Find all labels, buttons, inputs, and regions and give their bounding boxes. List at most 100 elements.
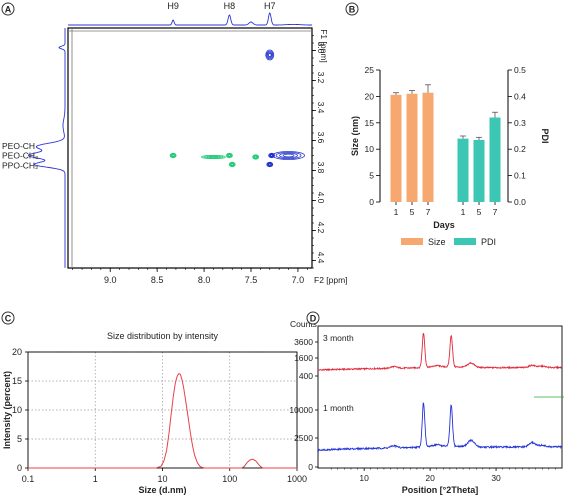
y-tick-label: 2500 bbox=[294, 433, 313, 443]
y-axis-label: Counts bbox=[290, 319, 317, 329]
x-tick-label: 7.0 bbox=[292, 275, 305, 285]
panel-label-circle bbox=[345, 2, 359, 16]
peak-label-h7: H7 bbox=[264, 1, 276, 11]
x-axis-label: F2 [ppm] bbox=[314, 275, 348, 285]
panel-label-letter: D bbox=[310, 314, 317, 324]
contour-ring bbox=[252, 154, 259, 160]
peak-label-h9: H9 bbox=[167, 1, 179, 11]
left-peak-label: PEO-CH₂ bbox=[2, 151, 38, 161]
cross-peak bbox=[169, 152, 177, 159]
left-tick-label: 5 bbox=[369, 171, 374, 181]
contour-ring bbox=[171, 153, 176, 158]
x-tick-label: 100 bbox=[222, 474, 237, 484]
panel-label-circle bbox=[1, 2, 15, 16]
contour-ring bbox=[266, 50, 274, 60]
cross-peak bbox=[272, 151, 305, 160]
f2-projection-trace bbox=[68, 12, 312, 26]
right-tick-label: 0.0 bbox=[514, 197, 526, 207]
y-tick-label: 400 bbox=[299, 371, 313, 381]
contour-ring bbox=[268, 52, 272, 58]
y-tick-label: 3.4 bbox=[316, 102, 326, 114]
legend-label-pdi: PDI bbox=[481, 237, 496, 247]
right-tick-label: 0.3 bbox=[514, 118, 526, 128]
contour-ring bbox=[267, 51, 273, 59]
y-tick-label: 0 bbox=[17, 463, 22, 473]
x-tick-label: 8.0 bbox=[198, 275, 211, 285]
cross-peak bbox=[228, 161, 236, 168]
cross-peak bbox=[266, 161, 274, 168]
right-axis-label: PDI bbox=[540, 128, 550, 143]
x-tick-label: 7.5 bbox=[245, 275, 258, 285]
x-tick-label: 1 bbox=[461, 207, 466, 217]
contour-ring bbox=[230, 163, 234, 166]
y-tick-label: 4.4 bbox=[316, 252, 326, 264]
panel-label-letter: C bbox=[5, 314, 12, 324]
left-axis-label: Size (nm) bbox=[350, 116, 360, 156]
left-peak-label: PEO-CH bbox=[2, 141, 35, 151]
contour-ring bbox=[208, 156, 218, 158]
cross-peak bbox=[201, 154, 226, 159]
panel-label-circle bbox=[1, 311, 15, 325]
f1-projection-trace bbox=[27, 28, 66, 268]
contour-ring bbox=[268, 163, 272, 166]
x-tick-label: 7 bbox=[426, 207, 431, 217]
y-tick-label: 4.0 bbox=[316, 192, 326, 204]
y-axis-label: Intensity (percent) bbox=[2, 371, 12, 449]
y-tick-label: 20 bbox=[12, 347, 22, 357]
contour-ring bbox=[252, 154, 260, 160]
contour-ring bbox=[230, 162, 235, 167]
x-tick-label: 10 bbox=[157, 474, 167, 484]
x-tick-label: 10 bbox=[359, 473, 369, 483]
y-tick-label: 3.0 bbox=[316, 42, 326, 54]
x-tick-label: 20 bbox=[425, 473, 435, 483]
y-axis-label: F1 [ppm] bbox=[319, 29, 329, 63]
panel-c-size-distribution-chart: Size distribution by intensity 0 5 10 15 20 0.… bbox=[2, 331, 307, 495]
x-axis-label: Size (d.nm) bbox=[138, 485, 186, 495]
y-tick-label: 10 bbox=[12, 405, 22, 415]
cross-peak bbox=[265, 49, 275, 61]
panel-label-a: A bbox=[1, 2, 15, 16]
contour-ring bbox=[282, 153, 295, 158]
y-tick-label: 15 bbox=[12, 376, 22, 386]
contour-ring bbox=[275, 151, 302, 160]
x-axis-label: Position [°2Theta] bbox=[402, 485, 479, 495]
y-tick-label: 10000 bbox=[289, 405, 313, 415]
contour-ring bbox=[269, 153, 274, 158]
x-tick-label: 1 bbox=[394, 207, 399, 217]
contour-ring bbox=[266, 161, 274, 168]
contour-ring bbox=[170, 153, 176, 158]
contour-ring bbox=[268, 153, 275, 158]
y-tick-label: 3.8 bbox=[316, 162, 326, 174]
xrd-pattern-line bbox=[317, 333, 562, 372]
panel-label-d: D bbox=[306, 311, 320, 325]
left-tick-label: 0 bbox=[369, 197, 374, 207]
bar-size bbox=[406, 93, 418, 202]
x-tick-label: 5 bbox=[477, 207, 482, 217]
contour-ring bbox=[229, 162, 235, 167]
y-tick-label: 4.2 bbox=[316, 222, 326, 234]
contour-ring bbox=[265, 49, 275, 61]
x-tick-label: 1 bbox=[93, 474, 98, 484]
x-tick-label: 1000 bbox=[287, 474, 307, 484]
cross-peak bbox=[268, 152, 276, 159]
left-tick-label: 20 bbox=[365, 91, 375, 101]
contour-ring bbox=[226, 152, 233, 159]
left-tick-label: 10 bbox=[365, 144, 375, 154]
y-tick-label: 1600 bbox=[294, 353, 313, 363]
contour-ring bbox=[228, 161, 236, 168]
contour-ring bbox=[253, 155, 258, 159]
legend-swatch-pdi bbox=[454, 238, 476, 245]
right-tick-label: 0.2 bbox=[514, 144, 526, 154]
left-tick-label: 25 bbox=[365, 65, 375, 75]
contour-ring bbox=[227, 154, 231, 157]
right-tick-label: 0.4 bbox=[514, 91, 526, 101]
contour-ring bbox=[171, 154, 175, 157]
size-distribution-line bbox=[28, 373, 297, 469]
x-tick-label: 0.1 bbox=[22, 474, 35, 484]
contour-ring bbox=[268, 152, 276, 159]
bar-pdi bbox=[457, 138, 469, 202]
peak-label-h8: H8 bbox=[224, 1, 236, 11]
y-tick-label: 0 bbox=[308, 462, 313, 472]
